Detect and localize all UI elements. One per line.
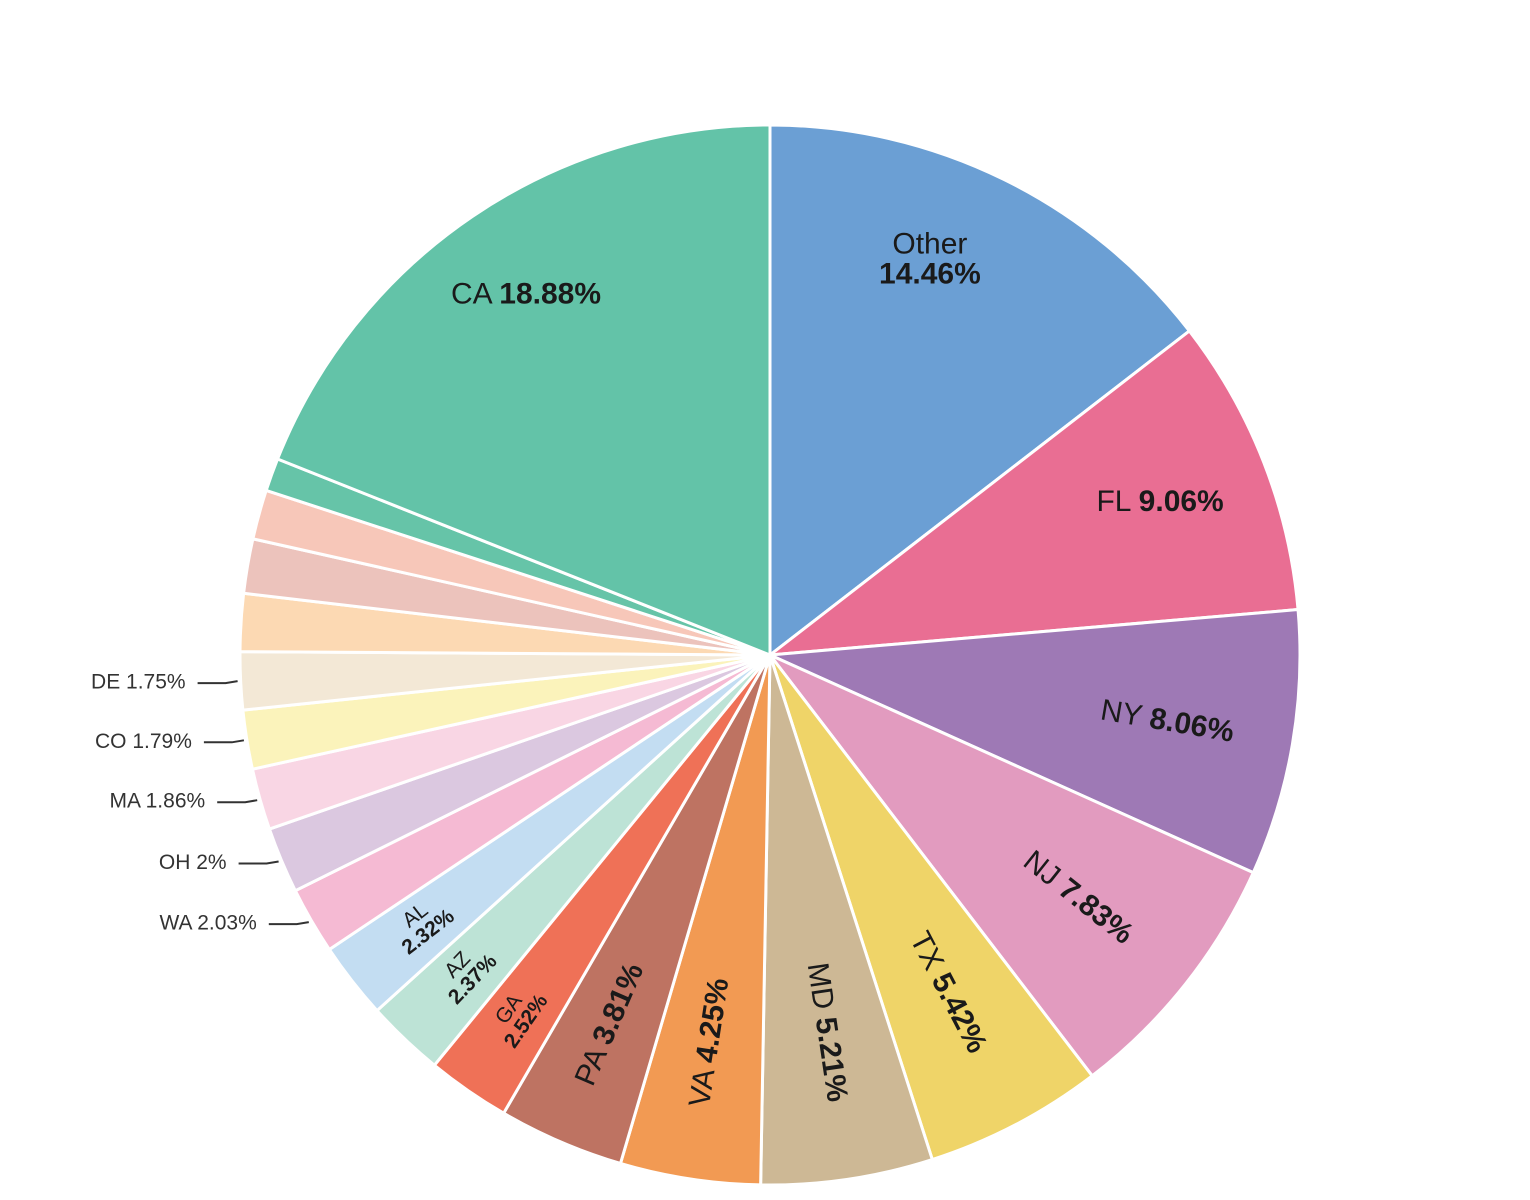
pie-slice-fl <box>768 329 1300 657</box>
pie-slice-md <box>759 653 934 1187</box>
slice-label-ma: MA 1.86% <box>109 790 205 813</box>
leader-line-ma <box>217 799 258 804</box>
pie-slice-nj <box>768 653 1255 1078</box>
slice-label-co: CO 1.79% <box>95 730 192 753</box>
slice-label-ca: CA 18.88% <box>451 277 601 310</box>
pie-slice-other <box>768 123 1191 657</box>
pie-slices <box>238 123 1302 1187</box>
leader-line-de <box>197 680 238 685</box>
slice-name-va: VA <box>683 1060 722 1109</box>
pie-slice-ny <box>768 608 1302 875</box>
leader-line-wa <box>268 921 309 926</box>
slice-label-oh: OH 2% <box>159 851 227 874</box>
slice-percent-fl: 9.06% <box>1139 485 1224 518</box>
slice-label-wa: WA 2.03% <box>160 912 257 935</box>
slice-label-de: DE 1.75% <box>91 671 186 694</box>
slice-name-other: Other <box>892 227 967 260</box>
slice-label-fl: FL 9.06% <box>1096 485 1223 518</box>
slice-name-md: MD <box>801 961 842 1020</box>
slice-percent-other: 14.46% <box>879 257 981 290</box>
slice-label-other: Other 14.46% <box>879 227 981 290</box>
slice-name-fl: FL <box>1096 485 1138 518</box>
slice-percent-ca: 18.88% <box>499 277 601 310</box>
slice-name-ca: CA <box>451 277 499 310</box>
pie-slice-ca <box>276 123 772 657</box>
leader-line-oh <box>238 860 279 865</box>
pie-slice-tx <box>768 653 1094 1162</box>
slice-name-ny: NY <box>1098 693 1152 734</box>
leader-line-co <box>203 739 245 744</box>
